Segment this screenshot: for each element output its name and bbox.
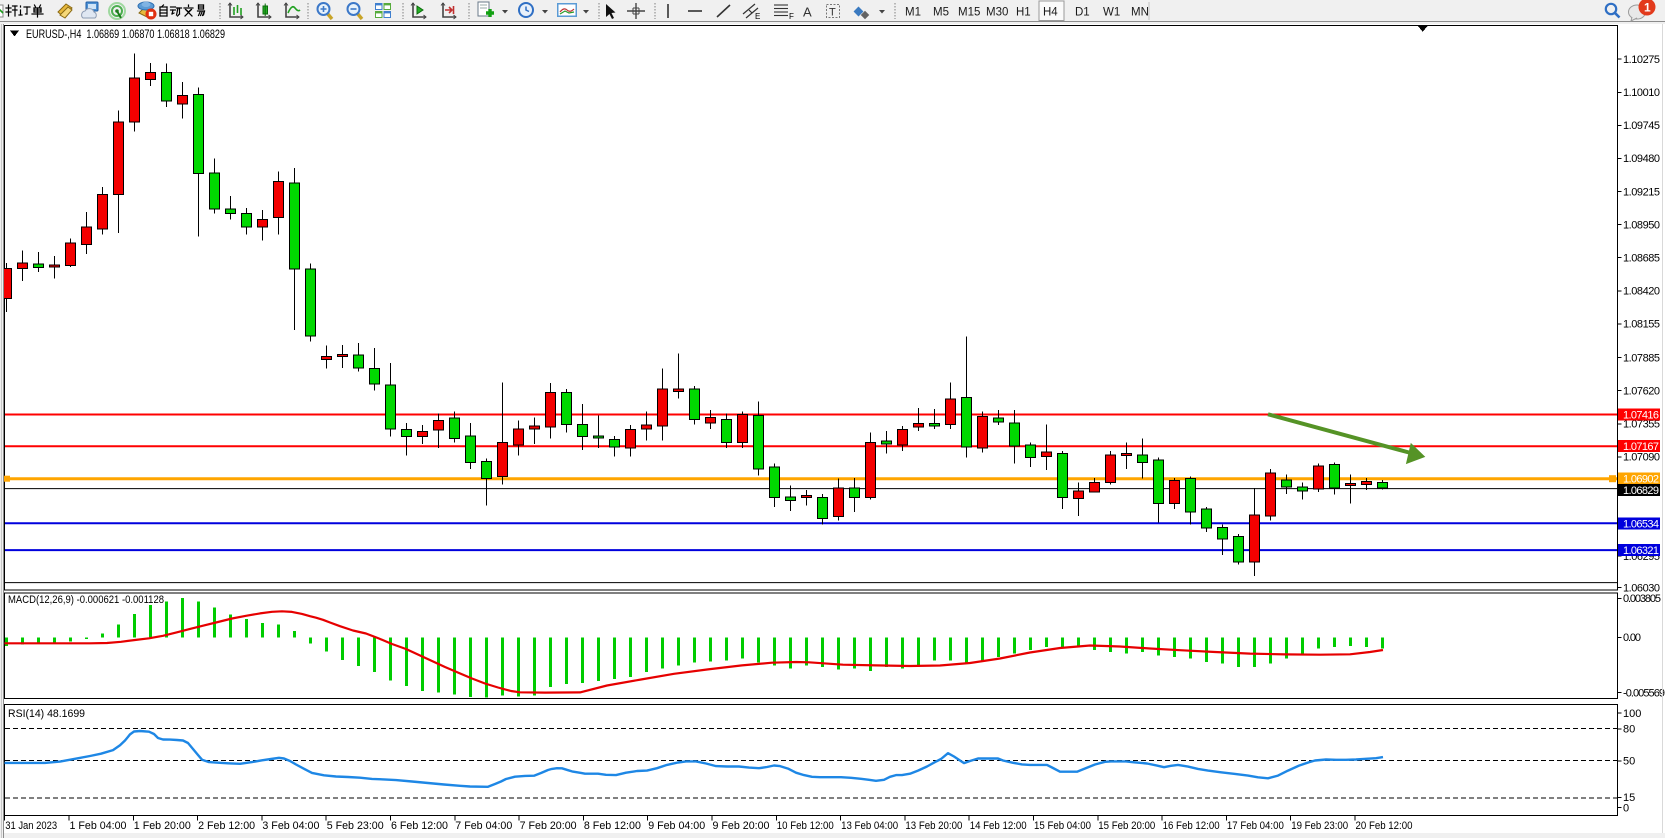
- svg-text:20 Feb 12:00: 20 Feb 12:00: [1356, 820, 1413, 832]
- svg-text:1.09480: 1.09480: [1623, 153, 1660, 165]
- svg-text:1.08420: 1.08420: [1623, 286, 1660, 298]
- svg-text:13 Feb 20:00: 13 Feb 20:00: [905, 820, 962, 832]
- svg-text:15 Feb 20:00: 15 Feb 20:00: [1098, 820, 1155, 832]
- svg-text:100: 100: [1623, 708, 1641, 720]
- svg-text:9 Feb 20:00: 9 Feb 20:00: [713, 820, 770, 832]
- svg-text:H1: H1: [1016, 7, 1031, 19]
- svg-text:3 Feb 04:00: 3 Feb 04:00: [262, 820, 319, 832]
- svg-text:1.07416: 1.07416: [1623, 410, 1659, 422]
- svg-text:1.06534: 1.06534: [1623, 518, 1659, 530]
- svg-text:M15: M15: [958, 7, 980, 19]
- svg-text:-0.005569: -0.005569: [1623, 687, 1665, 699]
- svg-text:0.003805: 0.003805: [1623, 593, 1661, 605]
- svg-text:1.08950: 1.08950: [1623, 219, 1660, 231]
- svg-text:A: A: [803, 5, 812, 20]
- svg-text:1.06829: 1.06829: [1623, 485, 1659, 497]
- svg-text:17 Feb 04:00: 17 Feb 04:00: [1227, 820, 1284, 832]
- svg-text:7 Feb 20:00: 7 Feb 20:00: [520, 820, 577, 832]
- svg-text:1.06902: 1.06902: [1623, 474, 1659, 486]
- svg-text:0: 0: [1623, 802, 1629, 814]
- svg-text:1.08685: 1.08685: [1623, 253, 1660, 265]
- svg-text:MN: MN: [1131, 7, 1149, 19]
- svg-text:E: E: [755, 12, 760, 21]
- svg-text:8 Feb 12:00: 8 Feb 12:00: [584, 820, 641, 832]
- svg-text:1.10275: 1.10275: [1623, 54, 1660, 66]
- svg-text:1.07620: 1.07620: [1623, 386, 1660, 398]
- svg-text:1.09745: 1.09745: [1623, 120, 1660, 132]
- svg-text:MACD(12,26,9) -0.000621 -0.001: MACD(12,26,9) -0.000621 -0.001128: [8, 594, 164, 606]
- svg-text:13 Feb 04:00: 13 Feb 04:00: [841, 820, 898, 832]
- svg-text:15: 15: [1623, 792, 1635, 804]
- svg-text:T: T: [829, 7, 836, 19]
- svg-text:0.00: 0.00: [1623, 632, 1641, 644]
- svg-text:31 Jan 2023: 31 Jan 2023: [5, 820, 57, 832]
- svg-text:M30: M30: [986, 7, 1008, 19]
- svg-text:80: 80: [1623, 724, 1635, 736]
- svg-text:W1: W1: [1103, 7, 1120, 19]
- svg-text:1.09215: 1.09215: [1623, 186, 1660, 198]
- svg-text:1.07355: 1.07355: [1623, 419, 1660, 431]
- svg-text:5 Feb 23:00: 5 Feb 23:00: [327, 820, 384, 832]
- svg-text:RSI(14) 48.1699: RSI(14) 48.1699: [8, 708, 85, 720]
- svg-text:M5: M5: [933, 7, 949, 19]
- svg-text:1.07885: 1.07885: [1623, 352, 1660, 364]
- svg-text:14 Feb 12:00: 14 Feb 12:00: [970, 820, 1027, 832]
- svg-text:1: 1: [1644, 1, 1651, 15]
- svg-text:1.06321: 1.06321: [1623, 545, 1659, 557]
- svg-text:2 Feb 12:00: 2 Feb 12:00: [198, 820, 255, 832]
- svg-text:F: F: [789, 12, 794, 21]
- svg-text:1.07167: 1.07167: [1623, 441, 1659, 453]
- svg-text:19 Feb 23:00: 19 Feb 23:00: [1291, 820, 1348, 832]
- svg-text:H4: H4: [1043, 7, 1058, 19]
- svg-text:EURUSD-,H4 1.06869 1.06870 1.: EURUSD-,H4 1.06869 1.06870 1.06818 1.068…: [26, 27, 225, 41]
- svg-text:M1: M1: [905, 7, 921, 19]
- svg-text:7 Feb 04:00: 7 Feb 04:00: [455, 820, 512, 832]
- svg-text:1.10010: 1.10010: [1623, 87, 1660, 99]
- svg-text:1 Feb 04:00: 1 Feb 04:00: [70, 820, 127, 832]
- svg-text:50: 50: [1623, 756, 1635, 768]
- svg-text:1.07090: 1.07090: [1623, 452, 1660, 464]
- svg-text:16 Feb 12:00: 16 Feb 12:00: [1163, 820, 1220, 832]
- svg-text:D1: D1: [1075, 7, 1090, 19]
- svg-text:6 Feb 12:00: 6 Feb 12:00: [391, 820, 448, 832]
- svg-text:9 Feb 04:00: 9 Feb 04:00: [648, 820, 705, 832]
- svg-text:15 Feb 04:00: 15 Feb 04:00: [1034, 820, 1091, 832]
- svg-text:1 Feb 20:00: 1 Feb 20:00: [134, 820, 191, 832]
- svg-text:10 Feb 12:00: 10 Feb 12:00: [777, 820, 834, 832]
- svg-text:1.06030: 1.06030: [1623, 582, 1660, 594]
- svg-text:1.08155: 1.08155: [1623, 319, 1660, 331]
